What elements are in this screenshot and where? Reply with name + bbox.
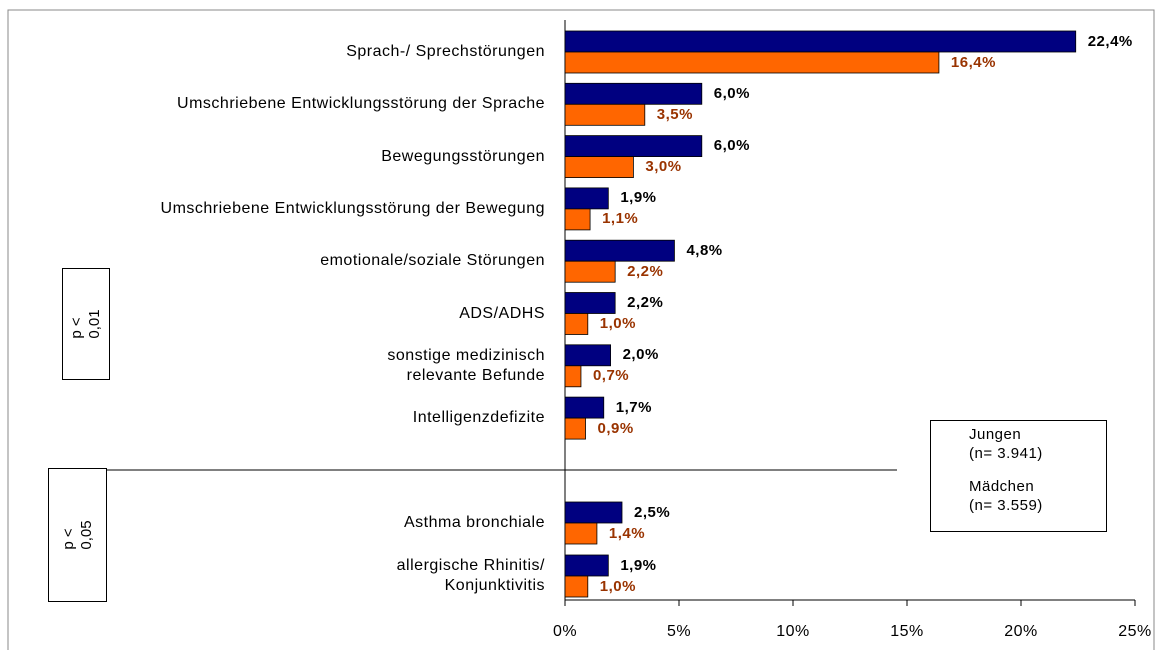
bar [564, 522, 598, 545]
x-tick-label: 10% [776, 623, 810, 640]
category-label: Sprach-/ Sprechstörungen [346, 43, 545, 60]
value-label: 3,5% [656, 105, 693, 123]
value-label: 2,0% [622, 346, 659, 364]
bar [564, 501, 623, 524]
value-label: 22,4% [1087, 32, 1133, 50]
value-label: 2,5% [634, 503, 671, 521]
value-label: 1,0% [599, 315, 636, 332]
category-label: emotionale/soziale Störungen [320, 252, 545, 270]
category-label: Bewegungsstörungen [381, 147, 545, 165]
bar [564, 156, 634, 179]
category-label: Umschriebene Entwicklungsstörung der Spr… [177, 95, 545, 113]
bar [564, 103, 646, 126]
value-label: 0,9% [597, 419, 634, 437]
bar [564, 208, 591, 231]
value-label: 3,0% [645, 158, 682, 176]
category-label: Intelligenzdefizite [412, 409, 545, 427]
value-label: 2,2% [627, 294, 664, 311]
x-tick-label: 20% [1004, 623, 1038, 640]
category-label: sonstige medizinisch relevante Befunde [387, 346, 545, 384]
value-label: 16,4% [950, 53, 996, 71]
legend [930, 420, 1107, 532]
category-label: Asthma bronchiale [403, 514, 545, 531]
bar [564, 30, 1077, 53]
bar [564, 260, 616, 283]
value-label: 1,7% [615, 398, 652, 416]
value-label: 1,1% [602, 210, 639, 228]
category-label: allergische Rhinitis/ Konjunktivitis [396, 557, 545, 594]
category-label: Umschriebene Entwicklungsstörung der Bew… [160, 199, 545, 217]
value-label: 1,4% [608, 524, 646, 542]
bar [564, 292, 616, 314]
value-label: 1,0% [599, 577, 636, 595]
x-tick-label: 0% [552, 623, 578, 640]
value-label: 1,9% [620, 189, 657, 207]
bar [564, 365, 582, 388]
bar [564, 51, 940, 74]
value-label: 2,2% [627, 262, 664, 280]
x-tick-label: 5% [666, 623, 692, 640]
legend-label: Jungen (n= 3.941) [969, 426, 1043, 462]
value-label: 6,0% [713, 137, 750, 155]
bar [564, 82, 703, 105]
bar [564, 187, 609, 210]
value-label: 1,9% [620, 556, 657, 574]
p-box: p < 0,05 [48, 468, 107, 602]
value-label: 6,0% [713, 84, 750, 102]
bar [564, 344, 611, 367]
bar [564, 239, 675, 262]
bar [564, 417, 586, 440]
legend-label: Mädchen (n= 3.559) [969, 478, 1043, 514]
x-tick-label: 15% [890, 623, 924, 640]
value-label: 0,7% [592, 367, 630, 385]
bar [564, 554, 609, 577]
x-tick-label: 25% [1118, 623, 1152, 640]
bar [564, 313, 589, 335]
frame [7, 9, 1155, 650]
bar [564, 135, 703, 158]
bar [564, 396, 605, 419]
p-box: p < 0,01 [62, 268, 110, 380]
category-label: ADS/ADHS [459, 304, 545, 322]
bar [564, 575, 589, 598]
value-label: 4,8% [686, 241, 723, 259]
